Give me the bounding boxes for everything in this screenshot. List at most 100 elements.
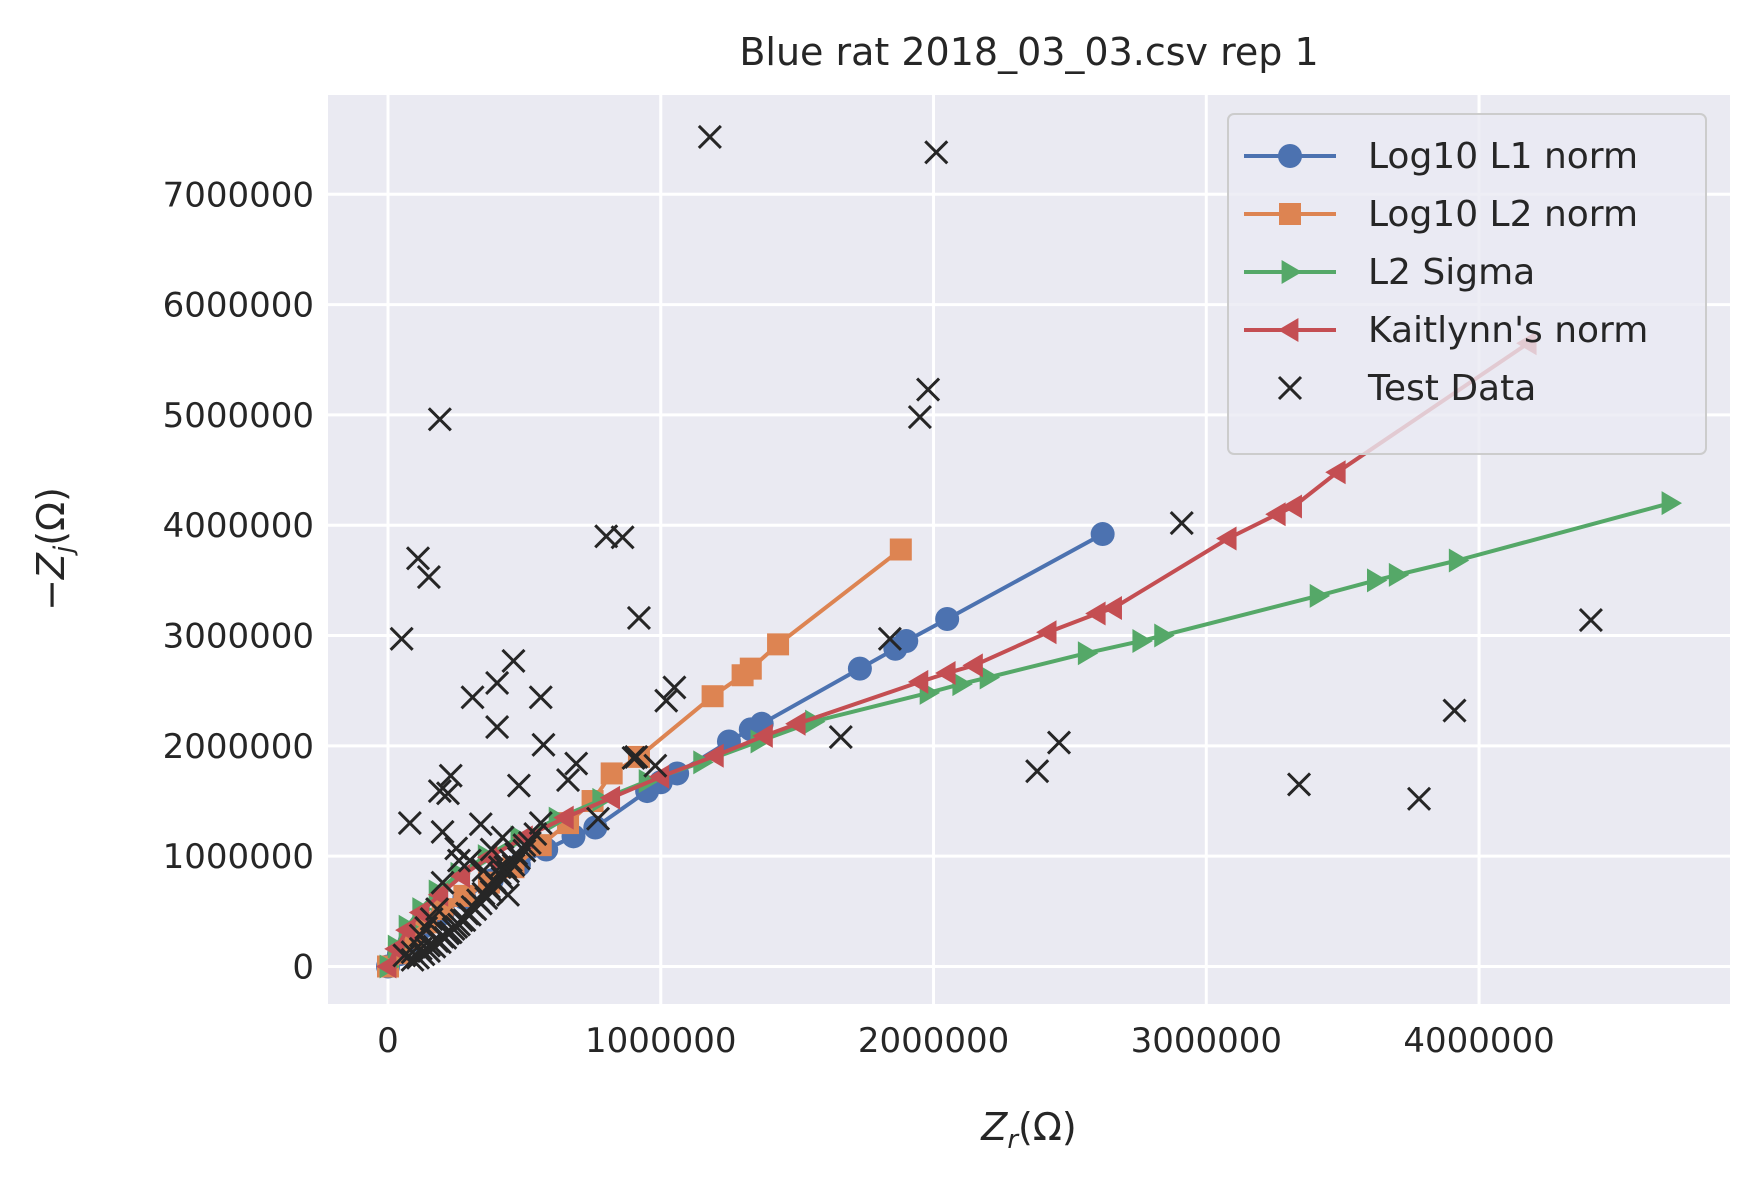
y-tick-label: 2000000 <box>163 727 314 767</box>
data-point <box>427 882 449 907</box>
data-point <box>384 936 405 961</box>
data-point <box>1265 502 1286 527</box>
data-point <box>1132 629 1153 654</box>
y-axis-label-unit: (Ω) <box>29 487 73 546</box>
test-data-point <box>405 945 431 970</box>
data-point <box>701 685 724 708</box>
data-point <box>962 653 983 678</box>
legend-entry: Log10 L2 norm <box>1244 194 1638 235</box>
test-data-point <box>1169 510 1194 536</box>
test-data-point <box>662 675 687 700</box>
data-point <box>935 606 960 631</box>
test-data-point <box>643 753 668 778</box>
test-data-point <box>485 715 510 740</box>
test-data-point <box>585 806 611 831</box>
test-data-point <box>430 870 455 895</box>
test-data-point <box>397 811 422 836</box>
y-axis-label-main: −Z <box>29 552 73 611</box>
x-axis-label: Zr(Ω) <box>980 1105 1076 1155</box>
y-tick-label: 6000000 <box>163 286 314 326</box>
x-tick-label: 4000000 <box>1403 1021 1554 1061</box>
test-data-point <box>1406 786 1432 811</box>
test-data-point <box>828 724 853 750</box>
data-point <box>1085 601 1106 626</box>
data-point <box>1309 583 1331 608</box>
data-point <box>599 785 621 810</box>
test-data-point <box>1442 698 1467 723</box>
y-axis-label: −Zj(Ω) <box>29 487 79 611</box>
test-data-point <box>501 648 526 673</box>
legend-label: Test Data <box>1367 368 1536 409</box>
test-data-point <box>528 685 553 710</box>
data-point <box>600 762 623 785</box>
x-axis-label-sub: r <box>1007 1125 1020 1155</box>
test-data-layer <box>389 124 1603 972</box>
y-tick-label: 7000000 <box>163 175 314 215</box>
data-point <box>979 665 1001 690</box>
legend-marker <box>1277 375 1303 401</box>
test-data-point <box>389 626 414 651</box>
data-point <box>1281 494 1302 519</box>
data-point <box>1154 623 1175 648</box>
x-tick-label: 0 <box>377 1021 399 1061</box>
test-data-point <box>1578 608 1603 633</box>
test-data-point <box>468 812 493 837</box>
y-tick-label: 4000000 <box>163 506 314 546</box>
test-data-point <box>430 819 455 844</box>
legend-marker <box>1278 144 1302 168</box>
data-point <box>703 743 724 768</box>
test-data-point <box>427 407 452 432</box>
legend-label: L2 Sigma <box>1368 252 1535 293</box>
series-4 <box>376 331 1537 979</box>
data-point <box>907 669 929 694</box>
data-point <box>449 864 471 889</box>
data-point <box>1077 641 1099 666</box>
data-point <box>376 954 397 979</box>
data-point <box>805 709 826 734</box>
data-point <box>1661 491 1682 516</box>
data-point <box>627 745 650 768</box>
data-point <box>553 805 574 830</box>
x-tick-label: 2000000 <box>858 1021 1009 1061</box>
legend-entry: L2 Sigma <box>1244 252 1535 293</box>
test-data-point <box>446 848 471 873</box>
data-point <box>1325 460 1346 485</box>
legend-entry: Kaitlynn's norm <box>1244 310 1648 351</box>
data-point <box>752 723 773 748</box>
data-point <box>739 657 762 680</box>
data-point <box>1448 548 1470 573</box>
test-data-point <box>460 685 485 710</box>
test-data-point <box>528 811 553 836</box>
data-point <box>583 815 608 840</box>
test-data-point <box>485 670 510 696</box>
data-point <box>1036 620 1057 645</box>
data-point <box>889 538 912 561</box>
legend-marker <box>1279 203 1301 225</box>
test-data-point <box>487 855 512 880</box>
test-data-point <box>907 405 932 430</box>
test-data-point <box>1025 759 1050 784</box>
x-axis-label-unit: (Ω) <box>1018 1105 1077 1149</box>
legend-marker <box>1281 260 1302 284</box>
test-data-point <box>427 779 452 804</box>
test-data-point <box>916 377 941 402</box>
data-point <box>767 633 790 656</box>
legend-items: Log10 L1 norm Log10 L2 norm L2 Sigma Kaitly… <box>1244 136 1648 409</box>
test-data-point <box>435 781 461 806</box>
series-layer <box>376 331 1682 979</box>
test-data-point <box>457 848 482 873</box>
test-data-point <box>564 751 589 776</box>
y-axis-label-sub: j <box>49 545 79 556</box>
legend-box <box>1227 113 1707 455</box>
data-point <box>847 656 872 681</box>
test-data-point <box>1046 730 1072 755</box>
legend: Log10 L1 norm Log10 L2 norm L2 Sigma Kaitly… <box>1227 113 1707 455</box>
test-data-point <box>924 140 949 165</box>
x-tick-label: 3000000 <box>1131 1021 1282 1061</box>
test-data-point <box>531 732 556 757</box>
legend-entry: Test Data <box>1277 368 1536 409</box>
test-data-point <box>506 773 531 798</box>
test-data-point <box>416 565 441 590</box>
